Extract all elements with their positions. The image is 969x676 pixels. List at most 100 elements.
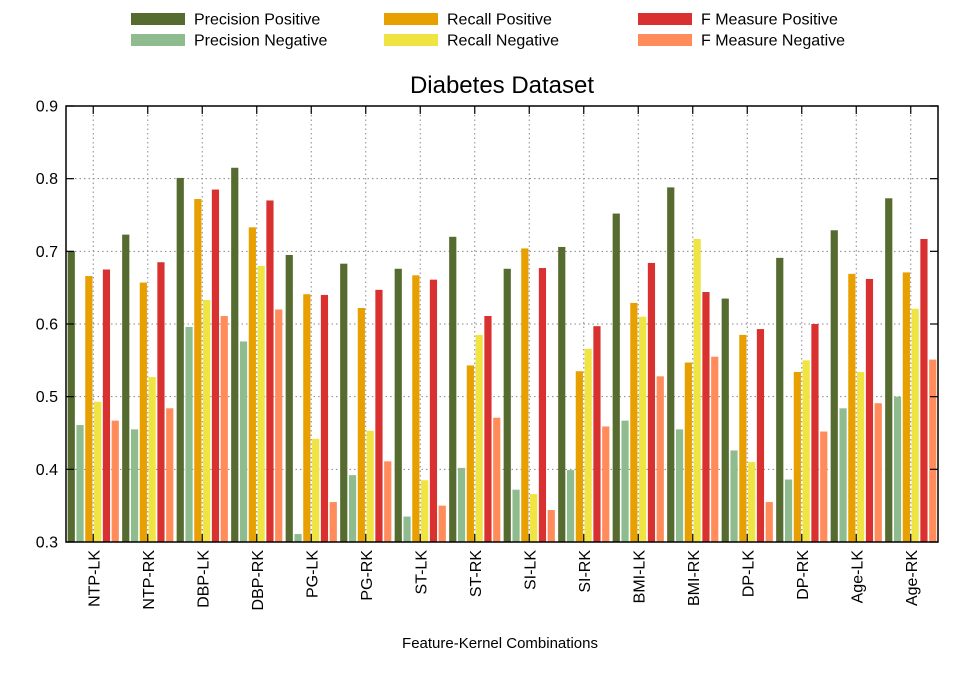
y-axis: 0.3 0.4 0.5 0.6 0.7 0.8 0.9: [36, 99, 938, 552]
bar: [820, 431, 828, 542]
x-tick-label: NTP-LK: [86, 550, 103, 607]
bar: [493, 417, 501, 542]
bar: [748, 462, 756, 542]
x-tick-label: PG-RK: [359, 550, 376, 601]
bar: [765, 502, 773, 542]
bar: [857, 371, 865, 542]
legend-swatch: [384, 13, 438, 25]
bar: [830, 230, 838, 542]
legend-swatch: [131, 34, 185, 46]
bar: [466, 365, 474, 542]
bar: [76, 425, 84, 542]
bar: [148, 377, 156, 542]
bars: [67, 167, 937, 543]
bar: [248, 227, 256, 542]
bar: [656, 376, 664, 542]
bar: [547, 510, 555, 542]
bar: [848, 273, 856, 542]
bar: [475, 334, 483, 542]
legend-label: Precision Positive: [194, 12, 320, 29]
bar: [784, 479, 793, 542]
x-tick-label: BMI-LK: [631, 550, 648, 604]
bar: [602, 426, 610, 542]
bar: [647, 262, 656, 542]
x-tick-label: DBP-RK: [250, 550, 267, 611]
x-tick-label: BMI-RK: [686, 550, 703, 606]
bar: [639, 316, 647, 542]
bar: [558, 246, 566, 542]
x-tick-label: DP-RK: [795, 550, 812, 600]
bar: [702, 292, 710, 542]
legend-label: F Measure Positive: [701, 12, 838, 29]
bar: [811, 324, 819, 542]
bar: [211, 189, 220, 543]
y-tick-label: 0.3: [36, 535, 58, 552]
bar: [874, 403, 882, 542]
legend-swatch: [638, 13, 692, 25]
y-tick-label: 0.6: [36, 317, 58, 334]
bar: [521, 248, 529, 542]
bar: [357, 308, 365, 542]
bar: [630, 302, 638, 542]
bar: [484, 316, 492, 542]
bar: [157, 262, 165, 542]
legend-label: F Measure Negative: [701, 33, 845, 50]
bar: [257, 265, 265, 542]
bar: [839, 408, 847, 542]
bar: [275, 309, 283, 542]
y-tick-label: 0.8: [36, 171, 58, 188]
bar: [294, 534, 302, 542]
bar: [375, 289, 383, 542]
bar: [194, 199, 202, 542]
legend-swatch: [131, 13, 185, 25]
bar: [176, 177, 184, 542]
x-tick-label: SI-RK: [577, 550, 594, 593]
bar: [893, 396, 902, 542]
chart-title: Diabetes Dataset: [410, 72, 594, 99]
bar: [776, 257, 784, 542]
bar: [911, 308, 919, 542]
bar: [885, 198, 893, 542]
bar: [348, 475, 357, 542]
bar: [621, 420, 629, 542]
bar: [438, 505, 446, 542]
legend-label: Recall Positive: [447, 12, 552, 29]
bar: [802, 360, 810, 542]
y-tick-label: 0.9: [36, 99, 58, 116]
x-axis-label: Feature-Kernel Combinations: [402, 635, 598, 652]
bar: [584, 348, 592, 542]
bar: [85, 276, 93, 542]
x-tick-label: DP-LK: [740, 550, 757, 597]
bar: [429, 279, 438, 542]
bar: [449, 236, 457, 543]
bar: [612, 213, 620, 542]
x-tick-label: Age-LK: [849, 550, 866, 604]
bar: [684, 362, 692, 542]
bar: [693, 238, 701, 543]
legend-label: Recall Negative: [447, 33, 559, 50]
bar: [220, 316, 228, 542]
bar: [285, 254, 293, 542]
bar: [166, 408, 174, 542]
bar: [902, 272, 910, 542]
x-tick-label: DBP-LK: [195, 550, 212, 608]
x-tick-label: NTP-RK: [141, 550, 158, 610]
bar: [721, 298, 729, 542]
bar: [675, 429, 684, 542]
bar: [366, 430, 374, 542]
bar: [231, 167, 239, 542]
bar: [139, 282, 147, 542]
bar: [739, 334, 747, 542]
bar: [303, 294, 311, 542]
bar: [593, 326, 601, 542]
bar: [94, 401, 102, 542]
legend: Precision Positive Recall Positive F Measu…: [131, 12, 845, 50]
bar: [538, 268, 547, 542]
bar: [512, 489, 520, 542]
bar: [403, 516, 411, 542]
x-tick-label: PG-LK: [304, 550, 321, 598]
bar: [457, 467, 466, 542]
legend-label: Precision Negative: [194, 33, 328, 50]
bar: [503, 268, 511, 542]
y-tick-label: 0.5: [36, 389, 58, 406]
